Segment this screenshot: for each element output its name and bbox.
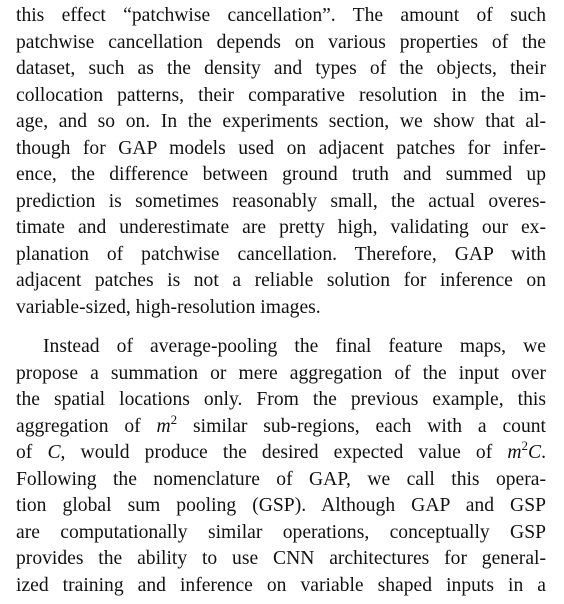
paragraph-1-line: patchwise cancellation depends on variou… [16, 31, 546, 53]
text-run: of [16, 442, 48, 463]
paragraph-1-line: this effect “patchwise cancellation”. Th… [16, 5, 546, 26]
math-exponent: 2 [170, 411, 178, 427]
math-variable-m: m [507, 442, 522, 463]
paragraph-1-line: planation of patchwise cancellation. The… [16, 243, 546, 265]
text-run: , would produce the desired expected val… [60, 442, 508, 463]
paragraph-1-line: dataset, such as the density and types o… [16, 58, 546, 79]
paragraph-1-line: prediction is sometimes reasonably small… [16, 190, 546, 212]
math-variable-c: C [47, 442, 61, 463]
paragraph-2-line: provides the ability to use CNN architec… [16, 548, 546, 569]
math-variable-m: m [156, 415, 171, 437]
paragraph-1-line: variable-sized, high-resolution images. [16, 296, 321, 318]
paragraph-2-line: tion global sum pooling (GSP). Although … [16, 495, 546, 516]
paragraph-2-line: the spatial locations only. From the pre… [16, 389, 546, 410]
paragraph-2-line: propose a summation or mere aggregation … [16, 362, 546, 384]
text-run: . [541, 442, 546, 463]
text-run: similar sub-regions, each with a count [177, 415, 546, 437]
paragraph-1-line: ence, the difference between ground trut… [16, 164, 546, 185]
paragraph-1-line: timate and underestimate are pretty high… [16, 217, 546, 238]
paragraph-1-line: age, and so on. In the experiments secti… [16, 111, 546, 132]
paragraph-1-line: adjacent patches is not a reliable solut… [16, 270, 546, 291]
text-run: aggregation of [16, 415, 157, 437]
math-exponent: 2 [521, 438, 529, 453]
paragraph-1-line: though for GAP models used on adjacent p… [16, 137, 546, 159]
paragraph-2-line: Following the nomenclature of GAP, we ca… [16, 468, 546, 490]
paragraph-2-line: Instead of average-pooling the final fea… [43, 336, 546, 357]
paragraph-2-line: aggregation of m2 similar sub-regions, e… [16, 411, 546, 441]
paragraph-2-line: are computationally similar operations, … [16, 521, 546, 543]
math-variable-c: C [528, 442, 542, 463]
paragraph-2-line: of C, would produce the desired expected… [16, 438, 546, 467]
paragraph-2-line: ized training and inference on variable … [16, 574, 546, 596]
paragraph-1-line: collocation patterns, their comparative … [16, 84, 546, 106]
